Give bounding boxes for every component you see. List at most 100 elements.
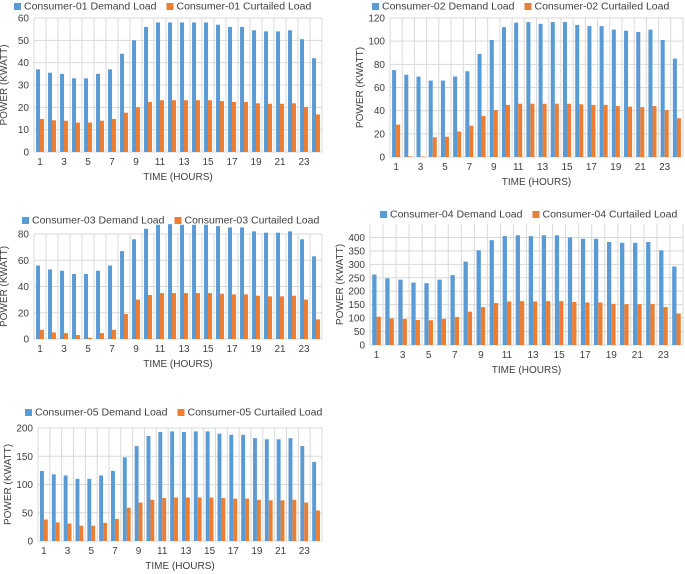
y-tick-label: 80 bbox=[374, 60, 386, 71]
demand-bar bbox=[75, 478, 80, 541]
demand-bar bbox=[120, 53, 124, 152]
curtailed-bar bbox=[52, 332, 56, 339]
curtailed-bar bbox=[518, 103, 523, 157]
x-tick-label: 7 bbox=[109, 344, 115, 355]
x-tick-label: 7 bbox=[452, 350, 458, 361]
legend-entry: Consumer-04 Demand Load bbox=[390, 209, 523, 221]
curtailed-bar bbox=[268, 500, 273, 541]
curtailed-bar bbox=[268, 103, 272, 152]
curtailed-bar bbox=[220, 293, 224, 339]
demand-bar bbox=[240, 227, 244, 339]
demand-bar bbox=[463, 261, 468, 345]
x-tick-label: 23 bbox=[299, 546, 311, 557]
curtailed-bar bbox=[493, 303, 499, 345]
demand-bar bbox=[217, 433, 222, 541]
curtailed-bar bbox=[304, 502, 309, 541]
curtailed-bar bbox=[676, 118, 681, 157]
demand-bar bbox=[229, 434, 234, 541]
demand-bar bbox=[276, 31, 280, 152]
curtailed-bar bbox=[591, 104, 596, 157]
demand-bar bbox=[99, 475, 104, 541]
y-tick-label: 0 bbox=[27, 537, 33, 548]
curtailed-bar bbox=[103, 522, 107, 541]
demand-bar bbox=[264, 439, 269, 541]
demand-bar bbox=[60, 270, 64, 339]
curtailed-bar bbox=[457, 131, 462, 157]
legend-swatch bbox=[25, 409, 32, 416]
curtailed-bar bbox=[91, 525, 96, 541]
x-tick-label: 17 bbox=[226, 157, 238, 168]
curtailed-bar bbox=[100, 333, 104, 339]
curtailed-bar bbox=[280, 500, 285, 541]
curtailed-bar bbox=[220, 101, 224, 152]
legend-entry: Consumer-04 Curtailed Load bbox=[543, 209, 678, 221]
y-axis-title: POWER (KWATT) bbox=[0, 44, 10, 125]
x-tick-label: 17 bbox=[580, 350, 592, 361]
demand-bar bbox=[562, 22, 568, 157]
x-tick-label: 11 bbox=[157, 546, 168, 557]
y-tick-label: 40 bbox=[18, 58, 30, 69]
curtailed-bar bbox=[415, 319, 420, 345]
demand-bar bbox=[300, 239, 304, 339]
curtailed-bar bbox=[567, 103, 572, 157]
curtailed-bar bbox=[268, 296, 272, 339]
demand-bar bbox=[620, 242, 625, 345]
y-tick-label: 40 bbox=[18, 282, 30, 293]
demand-bar bbox=[636, 31, 641, 157]
curtailed-bar bbox=[506, 301, 512, 345]
demand-bar bbox=[241, 434, 246, 541]
curtailed-bar bbox=[469, 125, 474, 157]
curtailed-bar bbox=[316, 114, 320, 152]
x-tick-label: 23 bbox=[298, 157, 310, 168]
demand-bar bbox=[96, 73, 100, 152]
demand-bar bbox=[144, 26, 148, 152]
demand-bar bbox=[252, 30, 256, 152]
curtailed-bar bbox=[530, 103, 535, 157]
demand-bar bbox=[63, 475, 68, 541]
demand-bar bbox=[575, 24, 580, 158]
x-tick-label: 17 bbox=[228, 546, 240, 557]
x-tick-label: 15 bbox=[202, 157, 214, 168]
demand-bar bbox=[264, 31, 268, 152]
legend-entry: Consumer-05 Curtailed Load bbox=[188, 407, 323, 419]
x-tick-label: 9 bbox=[491, 162, 497, 173]
curtailed-bar bbox=[160, 100, 164, 152]
demand-bar bbox=[216, 24, 220, 153]
x-tick-label: 21 bbox=[274, 344, 286, 355]
demand-bar bbox=[312, 256, 316, 339]
demand-bar bbox=[611, 29, 616, 157]
curtailed-bar bbox=[304, 106, 308, 152]
curtailed-bar bbox=[408, 156, 413, 157]
curtailed-bar bbox=[652, 106, 657, 157]
curtailed-bar bbox=[244, 101, 248, 152]
demand-bar bbox=[550, 22, 555, 157]
legend-entry: Consumer-01 Demand Load bbox=[24, 1, 157, 13]
x-tick-label: 11 bbox=[502, 350, 513, 361]
demand-bar bbox=[36, 69, 40, 152]
demand-bar bbox=[276, 232, 280, 339]
demand-bar bbox=[659, 250, 664, 345]
demand-bar bbox=[216, 226, 220, 339]
curtailed-bar bbox=[245, 498, 249, 541]
curtailed-bar bbox=[209, 497, 214, 541]
curtailed-bar bbox=[304, 299, 308, 339]
demand-bar bbox=[372, 274, 377, 345]
demand-bar bbox=[398, 279, 403, 345]
x-tick-label: 3 bbox=[61, 344, 67, 355]
x-tick-label: 13 bbox=[537, 162, 549, 173]
curtailed-bar bbox=[136, 107, 140, 152]
y-tick-label: 30 bbox=[18, 81, 30, 92]
demand-bar bbox=[158, 431, 163, 541]
demand-bar bbox=[538, 23, 543, 157]
curtailed-bar bbox=[40, 118, 44, 152]
curtailed-bar bbox=[148, 101, 152, 152]
demand-bar bbox=[646, 242, 651, 345]
demand-bar bbox=[489, 40, 494, 158]
y-tick-label: 50 bbox=[354, 327, 366, 338]
curtailed-bar bbox=[572, 301, 577, 345]
curtailed-bar bbox=[124, 112, 128, 152]
curtailed-bar bbox=[64, 120, 68, 152]
x-tick-label: 19 bbox=[250, 157, 262, 168]
curtailed-bar bbox=[88, 337, 92, 339]
